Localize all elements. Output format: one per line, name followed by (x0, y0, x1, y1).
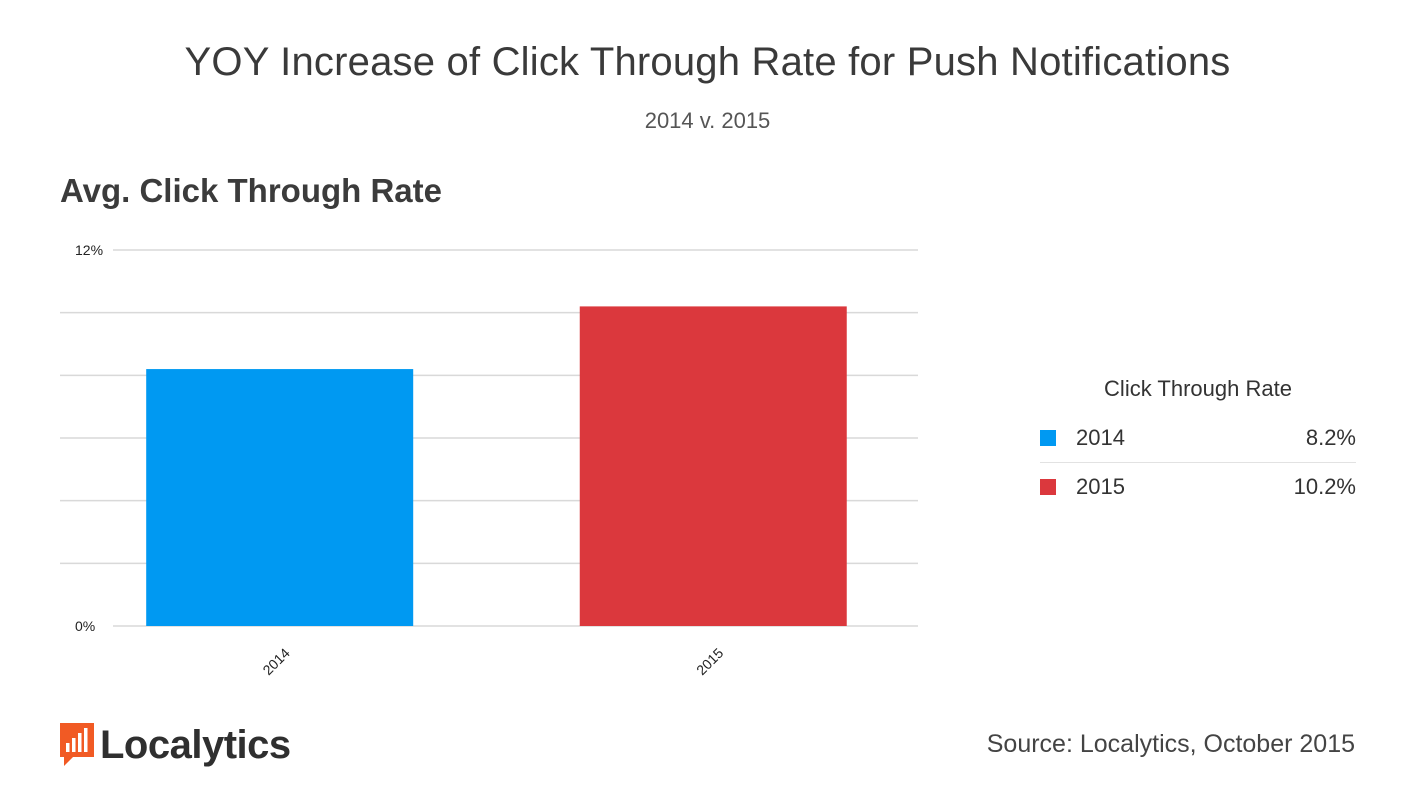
legend-item-2015: 2015 10.2% (1040, 462, 1356, 511)
y-tick-label: 0% (75, 618, 95, 634)
legend-swatch-2015 (1040, 479, 1056, 495)
legend-swatch-2014 (1040, 430, 1056, 446)
x-tick-label: 2014 (259, 645, 292, 678)
chart-heading: Avg. Click Through Rate (60, 172, 442, 209)
y-tick-label: 12% (75, 242, 103, 258)
logo-text: Localytics (100, 722, 291, 767)
bar-2014 (146, 369, 414, 626)
legend-value: 8.2% (1305, 425, 1356, 450)
bar-2015 (579, 306, 847, 626)
localytics-logo-icon (60, 723, 94, 766)
legend-title: Click Through Rate (1104, 376, 1292, 401)
legend: Click Through Rate 2014 8.2% 2015 10.2% (1040, 376, 1356, 511)
chart-title: YOY Increase of Click Through Rate for P… (184, 40, 1231, 84)
legend-item-2014: 2014 8.2% (1040, 414, 1356, 462)
source-note: Source: Localytics, October 2015 (986, 730, 1355, 758)
localytics-logo: Localytics (60, 722, 291, 768)
legend-label: 2014 (1076, 425, 1125, 450)
chart-subtitle: 2014 v. 2015 (644, 108, 771, 133)
legend-value: 10.2% (1293, 474, 1356, 499)
x-tick-label: 2015 (693, 645, 726, 678)
legend-label: 2015 (1076, 474, 1125, 499)
